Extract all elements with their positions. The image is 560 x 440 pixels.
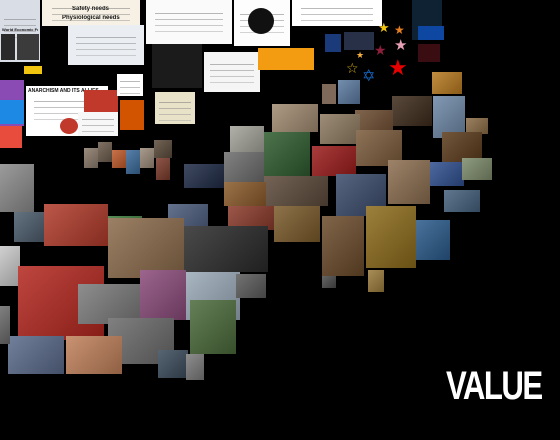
small-photo-1 bbox=[84, 148, 98, 168]
soldier-photo bbox=[190, 300, 236, 354]
handshake-photo bbox=[14, 212, 46, 242]
blue-geometry-tile bbox=[418, 26, 444, 40]
thumbs-up-photo bbox=[66, 336, 122, 374]
flag-list-doc bbox=[117, 74, 143, 96]
value-label: VALUE bbox=[446, 364, 543, 408]
red-star-icon: ★ bbox=[388, 56, 408, 81]
crowd-military-photo bbox=[184, 226, 268, 272]
round-dome-photo bbox=[388, 160, 430, 204]
small-photo-2 bbox=[98, 142, 112, 162]
red-vault-photo bbox=[312, 146, 356, 176]
stripe-flag-tile bbox=[120, 100, 144, 130]
network-diagram-doc bbox=[146, 0, 232, 44]
small-ornament-photo bbox=[368, 270, 384, 292]
blue-star-tile bbox=[325, 34, 341, 52]
fresco-ceiling-photo bbox=[320, 114, 360, 144]
flag-grid-tile bbox=[0, 126, 22, 148]
vintage-salute-photo bbox=[78, 284, 140, 324]
small-photo-5 bbox=[140, 148, 154, 168]
emblem-tile-right bbox=[17, 34, 39, 60]
tiny-building-photo bbox=[322, 276, 336, 288]
timeline-doc bbox=[68, 25, 144, 65]
night-skyline-photo bbox=[184, 164, 224, 188]
maslow-top-caption: Safety needs bbox=[72, 6, 110, 12]
small-portrait-tile bbox=[322, 84, 336, 104]
orange-lamp-photo bbox=[432, 72, 462, 94]
circle-a-tile bbox=[60, 118, 78, 134]
children-salute-photo bbox=[44, 204, 108, 246]
plaza-photo bbox=[224, 152, 264, 182]
dark-red-tile bbox=[418, 44, 440, 62]
gold-star-icon: ★ bbox=[378, 21, 390, 36]
cathedral-photo bbox=[272, 104, 318, 132]
gold-mosaic-photo bbox=[366, 206, 416, 268]
anarchism-caption: ANARCHISM AND ITS ALLIES bbox=[28, 88, 99, 94]
earth-globe-tile bbox=[248, 8, 274, 34]
arch-corridor-photo bbox=[322, 216, 364, 276]
praying-hands-photo bbox=[0, 164, 34, 212]
sky-tower-photo bbox=[338, 80, 360, 104]
maslow-bottom-caption: Physiological needs bbox=[62, 15, 120, 21]
golden-vault-photo bbox=[274, 206, 320, 242]
economic-forum-caption: World Economic Forum bbox=[2, 27, 38, 32]
small-photo-4 bbox=[126, 150, 140, 174]
politician-photo bbox=[8, 336, 64, 374]
maslow-pyramid-doc: Safety needs Physiological needs bbox=[42, 0, 140, 26]
orange-sky-photo bbox=[224, 182, 266, 206]
small-portrait-photo bbox=[186, 354, 204, 380]
pink-star-icon: ★ bbox=[394, 36, 408, 54]
emoji-faces-tile bbox=[258, 48, 314, 70]
small-photo-3 bbox=[112, 150, 126, 168]
symbol-grid-tile-2 bbox=[0, 100, 24, 124]
left-edge-photo bbox=[0, 306, 10, 344]
small-grey-photo bbox=[236, 274, 266, 298]
temple-columns-photo bbox=[230, 126, 264, 152]
europe-map-doc bbox=[155, 92, 195, 124]
small-photo-6 bbox=[154, 140, 172, 158]
hall-interior-photo bbox=[262, 176, 328, 206]
masked-figure-photo bbox=[108, 218, 184, 278]
flags-doc bbox=[78, 112, 118, 136]
grey-portrait-photo bbox=[158, 350, 188, 378]
pentagram-icon: ☆ bbox=[346, 61, 359, 77]
skyscraper-photo bbox=[433, 96, 465, 138]
green-dome-photo bbox=[264, 132, 310, 176]
floor-plan-doc bbox=[204, 52, 260, 92]
aerial-photo bbox=[462, 158, 492, 180]
small-arch-photo bbox=[444, 190, 480, 212]
crystal-tile bbox=[344, 32, 374, 50]
star-of-david-icon: ✡ bbox=[362, 66, 376, 85]
colorful-crowd-photo bbox=[140, 270, 186, 320]
symbol-collage-tile bbox=[152, 44, 202, 88]
small-photo-7 bbox=[156, 158, 170, 180]
sketch-doc bbox=[292, 0, 382, 26]
pope-photo bbox=[0, 246, 20, 286]
small-gold-star-icon: ★ bbox=[356, 51, 365, 61]
blue-sky-photo bbox=[430, 162, 464, 186]
ceiling-photo bbox=[466, 118, 488, 134]
flags-tile bbox=[84, 90, 118, 112]
emblem-tile-left bbox=[1, 34, 15, 60]
maroon-star-icon: ★ bbox=[374, 43, 387, 59]
dome-night-photo bbox=[392, 96, 432, 126]
yellow-banner-tile bbox=[24, 66, 42, 74]
golden-mosque-photo bbox=[442, 132, 482, 162]
orange-star-icon: ★ bbox=[394, 23, 405, 37]
blue-ceiling-photo bbox=[416, 220, 450, 260]
